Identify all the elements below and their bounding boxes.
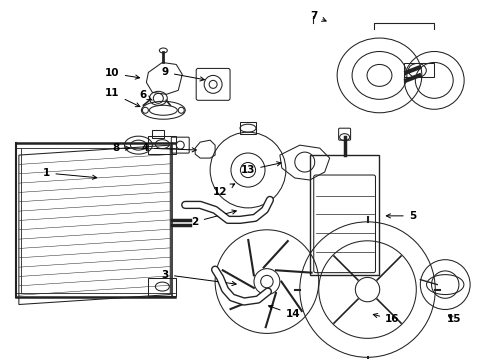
- Text: 6: 6: [140, 90, 152, 100]
- Text: 2: 2: [192, 210, 236, 227]
- Text: 12: 12: [213, 184, 235, 197]
- Bar: [148, 278, 176, 296]
- Text: 4: 4: [142, 143, 196, 153]
- Text: 9: 9: [162, 67, 204, 81]
- Text: 11: 11: [105, 88, 140, 107]
- Text: 3: 3: [162, 270, 236, 285]
- Text: 14: 14: [269, 305, 300, 319]
- Text: 5: 5: [386, 211, 416, 221]
- Text: 8: 8: [112, 143, 129, 153]
- Bar: [148, 136, 176, 154]
- Text: 10: 10: [105, 68, 140, 79]
- Text: 16: 16: [373, 314, 400, 324]
- Text: 1: 1: [43, 168, 97, 179]
- Text: 13: 13: [241, 162, 281, 175]
- Bar: [310, 155, 379, 275]
- Bar: [240, 122, 256, 134]
- Text: 15: 15: [447, 314, 462, 324]
- Bar: [152, 130, 164, 138]
- Bar: [404, 63, 434, 77]
- Text: 7: 7: [310, 11, 326, 21]
